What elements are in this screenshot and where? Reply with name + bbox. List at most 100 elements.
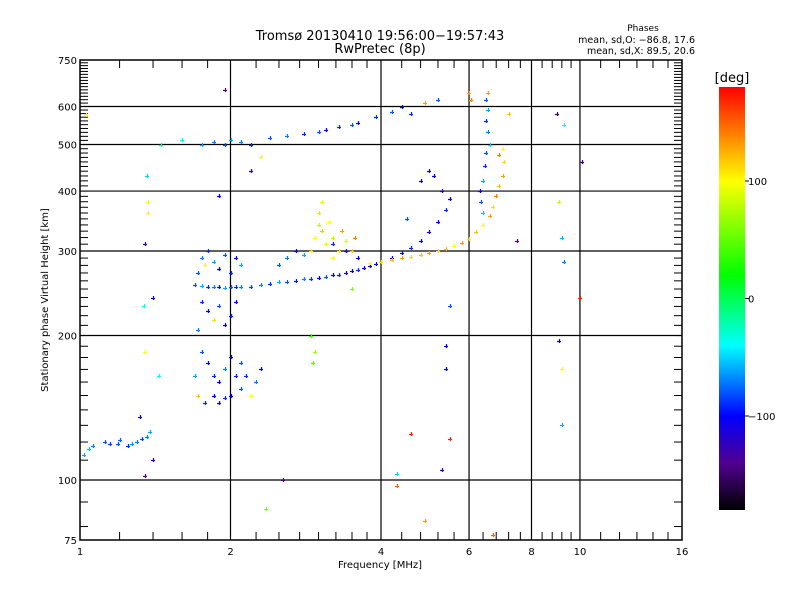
data-point [395, 472, 399, 476]
data-point [409, 255, 413, 259]
data-points [82, 88, 584, 537]
data-point [229, 394, 233, 398]
data-point [497, 184, 501, 188]
data-point [309, 334, 313, 338]
data-point [249, 169, 253, 173]
data-point [200, 256, 204, 260]
data-point [320, 229, 324, 233]
data-point [444, 247, 448, 251]
data-point [294, 249, 298, 253]
data-point [135, 440, 139, 444]
data-point [229, 285, 233, 289]
data-point [212, 374, 216, 378]
data-point [350, 123, 354, 127]
data-point [264, 507, 268, 511]
grid-lines [80, 60, 682, 540]
data-point [223, 286, 227, 290]
data-point [479, 200, 483, 204]
data-point [327, 220, 331, 224]
data-point [444, 344, 448, 348]
data-point [254, 380, 258, 384]
data-point [239, 285, 243, 289]
data-point [502, 160, 506, 164]
data-point [146, 211, 150, 215]
data-point [474, 230, 478, 234]
data-point [484, 98, 488, 102]
data-point [481, 211, 485, 215]
data-point [483, 164, 487, 168]
data-point [409, 246, 413, 250]
data-point [212, 318, 216, 322]
data-point [356, 256, 360, 260]
data-point [436, 249, 440, 253]
data-point [436, 220, 440, 224]
data-point [217, 194, 221, 198]
data-point [196, 271, 200, 275]
data-point [560, 423, 564, 427]
x-axis-label: Frequency [MHz] [338, 560, 422, 571]
data-point [223, 253, 227, 257]
data-point [324, 128, 328, 132]
data-point [580, 160, 584, 164]
data-point [324, 275, 328, 279]
data-point [419, 179, 423, 183]
data-point [200, 350, 204, 354]
data-point [368, 261, 372, 265]
data-point [244, 374, 248, 378]
data-point [146, 200, 150, 204]
data-point [302, 132, 306, 136]
data-point [143, 474, 147, 478]
x-tick-label: 2 [227, 547, 233, 558]
data-point [103, 440, 107, 444]
data-point [239, 361, 243, 365]
data-point [427, 230, 431, 234]
data-point [481, 179, 485, 183]
data-point [285, 280, 289, 284]
data-point [400, 256, 404, 260]
data-point [206, 285, 210, 289]
colorbar-tick-label: −100 [748, 412, 775, 423]
data-point [444, 367, 448, 371]
data-point [337, 273, 341, 277]
data-point [239, 263, 243, 267]
data-point [294, 279, 298, 283]
data-point [478, 189, 482, 193]
data-point [562, 260, 566, 264]
data-point [217, 401, 221, 405]
data-point [142, 304, 146, 308]
plot-frame [79, 59, 683, 541]
data-point [313, 236, 317, 240]
data-point [374, 115, 378, 119]
data-point [309, 249, 313, 253]
data-point [405, 217, 409, 221]
data-point [234, 300, 238, 304]
data-point [400, 251, 404, 255]
data-point [501, 174, 505, 178]
data-point [448, 437, 452, 441]
data-point [555, 112, 559, 116]
data-point [374, 262, 378, 266]
y-tick-label: 750 [58, 56, 77, 67]
y-tick-label: 500 [58, 141, 77, 152]
data-point [515, 239, 519, 243]
data-point [344, 271, 348, 275]
info-line-o: mean, sd,O: −86.8, 17.6 [578, 35, 695, 46]
x-tick-label: 10 [574, 547, 587, 558]
x-tick-label: 8 [528, 547, 534, 558]
data-point [356, 268, 360, 272]
data-point [249, 143, 253, 147]
data-point [427, 251, 431, 255]
data-point [217, 267, 221, 271]
data-point [324, 242, 328, 246]
data-point [337, 125, 341, 129]
data-point [259, 367, 263, 371]
data-point [116, 442, 120, 446]
data-point [423, 519, 427, 523]
y-tick-label: 600 [58, 103, 77, 114]
data-point [467, 237, 471, 241]
data-point [217, 304, 221, 308]
data-point [130, 442, 134, 446]
y-tick-label: 300 [58, 247, 77, 258]
data-point [467, 91, 471, 95]
